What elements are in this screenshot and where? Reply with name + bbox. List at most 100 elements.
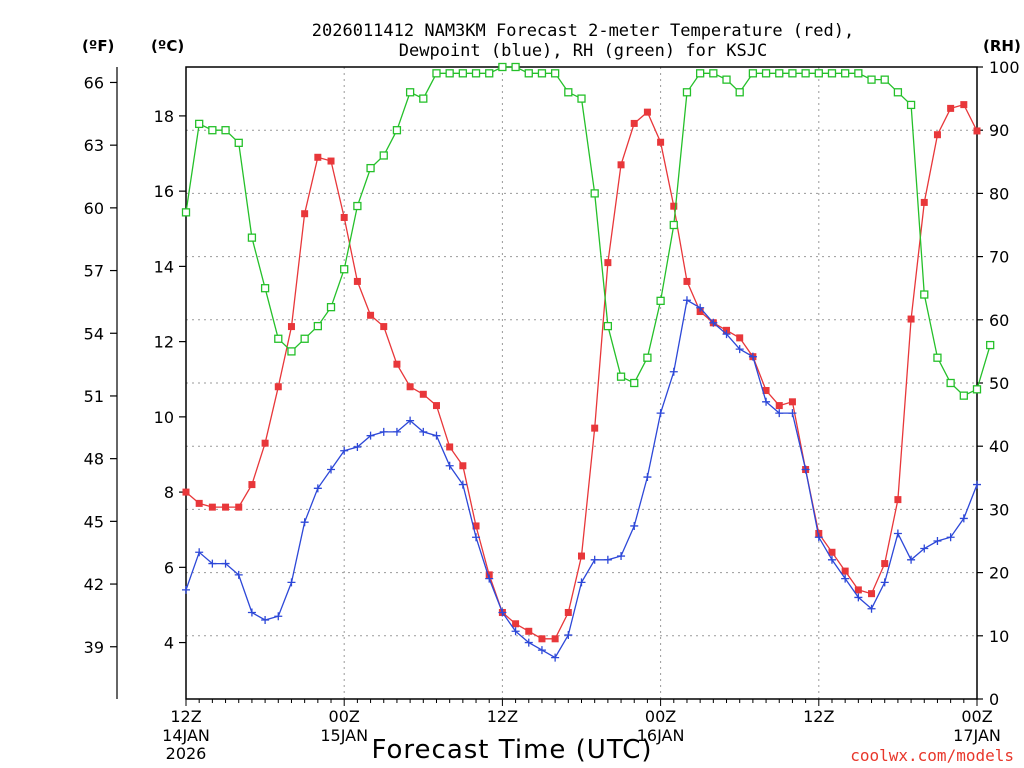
dewpoint-point <box>590 555 599 564</box>
rh-point <box>643 353 652 362</box>
dewpoint-point <box>445 461 454 470</box>
rh-point <box>986 340 995 350</box>
right-unit-rh: (RH) <box>983 37 1021 55</box>
fahrenheit-tick-label: 66 <box>84 73 104 92</box>
temperature-point <box>788 398 796 406</box>
temperature-point <box>327 157 335 165</box>
temperature-point <box>670 202 678 210</box>
chart-title-line-2: Dewpoint (blue), RH (green) for KSJC <box>399 41 767 61</box>
temperature-point <box>643 108 651 116</box>
temperature-point <box>512 620 520 628</box>
x-tick-label: 12Z <box>170 707 201 726</box>
rh-point <box>471 69 481 78</box>
dewpoint-point <box>827 555 836 564</box>
dewpoint-point <box>537 646 546 655</box>
temperature-point <box>551 635 559 643</box>
rh-tick-label: 40 <box>989 437 1009 456</box>
rh-tick-label: 70 <box>989 248 1009 267</box>
grid-lines <box>186 67 977 699</box>
dewpoint-point <box>893 529 902 538</box>
rh-point <box>274 334 283 343</box>
rh-point <box>181 208 191 217</box>
temperature-point <box>287 323 295 331</box>
rh-point <box>287 347 296 356</box>
x-tick-label: 2026 <box>166 744 207 763</box>
chart-title-line-1: 2026011412 NAM3KM Forecast 2-meter Tempe… <box>312 21 854 41</box>
temperature-point <box>195 499 203 507</box>
temperature-point <box>367 311 375 319</box>
temperature-point <box>459 462 467 470</box>
rh-point <box>920 290 929 299</box>
temperature-point <box>208 503 216 511</box>
rh-point <box>669 220 678 230</box>
temperature-point <box>578 552 585 560</box>
temperature-point <box>393 360 401 368</box>
temperature-point <box>973 127 981 135</box>
dewpoint-point <box>234 570 243 579</box>
dewpoint-point <box>907 555 916 564</box>
rh-point <box>234 138 243 147</box>
rh-point <box>972 385 982 394</box>
rh-point <box>313 321 322 331</box>
rh-point <box>432 69 441 78</box>
dewpoint-point <box>419 427 428 436</box>
dewpoint-point <box>221 559 230 568</box>
rh-point <box>353 201 362 211</box>
temperature-point <box>380 323 388 331</box>
rh-tick-label: 30 <box>989 500 1009 519</box>
dewpoint-point <box>682 296 691 305</box>
temperature-point <box>340 213 348 221</box>
dewpoint-point <box>366 431 375 440</box>
rh-point <box>959 391 968 400</box>
temperature-point <box>274 383 282 391</box>
dewpoint-point <box>933 537 942 545</box>
left-unit-celsius: (ºC) <box>151 37 184 55</box>
dewpoint-point <box>406 416 415 425</box>
temperature-point <box>235 503 243 511</box>
rh-line <box>185 66 991 397</box>
x-tick-label: 00Z <box>961 707 992 726</box>
temperature-point <box>775 402 783 410</box>
rh-point <box>630 378 639 388</box>
rh-point <box>458 69 468 78</box>
dewpoint-point <box>814 533 823 542</box>
left-unit-fahrenheit: (ºF) <box>82 37 114 55</box>
fahrenheit-tick-label: 57 <box>84 262 104 281</box>
rh-point <box>590 189 599 198</box>
rh-point <box>682 88 692 97</box>
rh-point <box>524 69 533 78</box>
temperature-point <box>432 402 440 410</box>
temperature-point <box>854 586 862 594</box>
rh-point <box>814 69 823 78</box>
dewpoint-point <box>762 397 771 406</box>
rh-point <box>498 62 507 72</box>
rh-point <box>326 303 336 312</box>
rh-point <box>893 88 903 97</box>
dewpoint-point <box>801 465 810 474</box>
rh-point <box>247 233 257 242</box>
rh-point <box>616 372 626 381</box>
rh-point <box>748 69 758 78</box>
x-tick-label: 12Z <box>803 707 834 726</box>
dewpoint-point <box>880 578 889 587</box>
dewpoint-point <box>511 627 520 636</box>
dewpoint-point <box>247 608 256 617</box>
dewpoint-point <box>195 548 204 557</box>
rh-point <box>419 94 428 103</box>
celsius-tick-label: 12 <box>154 333 174 352</box>
rh-point <box>485 69 494 78</box>
rh-tick-label: 60 <box>989 311 1009 330</box>
dewpoint-point <box>709 318 718 327</box>
dewpoint-point <box>920 544 929 553</box>
x-tick-label: 16JAN <box>637 726 685 745</box>
temperature-point <box>762 387 770 395</box>
dewpoint-point <box>340 446 349 455</box>
rh-tick-label: 20 <box>989 564 1009 583</box>
rh-point <box>696 69 705 78</box>
x-tick-label: 17JAN <box>953 726 1001 745</box>
credit-text: coolwx.com/models <box>850 746 1014 765</box>
dewpoint-point <box>353 442 362 451</box>
temperature-point <box>630 119 638 127</box>
dewpoint-point <box>498 608 507 617</box>
dewpoint-point <box>551 653 560 662</box>
